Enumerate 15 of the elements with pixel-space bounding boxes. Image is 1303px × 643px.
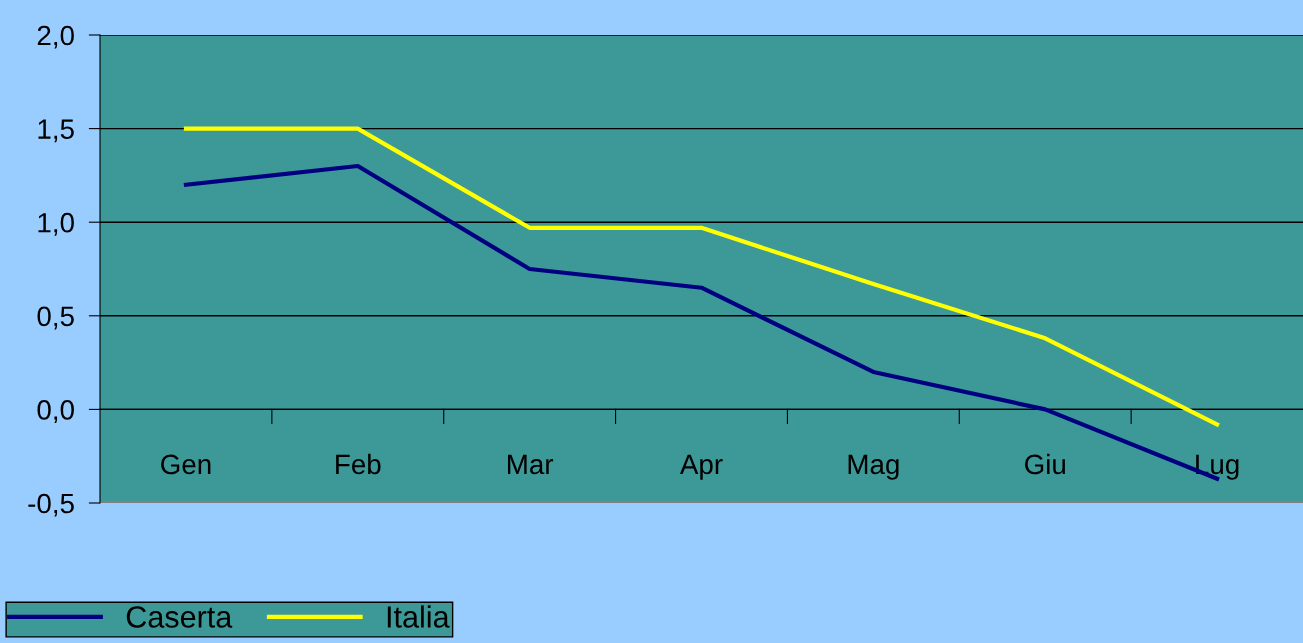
- x-tick-label: Apr: [679, 454, 723, 480]
- x-tick-label: Mar: [508, 454, 554, 475]
- y-tick-label: 2,0: [37, 25, 74, 49]
- y-tick-label: -0,5: [28, 493, 74, 517]
- x-tick-label: Feb: [336, 453, 381, 475]
- x-tick-label: Gen: [161, 454, 211, 475]
- y-tick-label: 0,5: [37, 306, 74, 330]
- x-tick-label: Mag: [848, 454, 899, 480]
- y-tick-label: 1,5: [38, 119, 74, 143]
- legend-label: Italia: [387, 605, 450, 628]
- line-series: [183, 126, 1220, 427]
- legend-label: Caserta: [126, 606, 233, 628]
- y-tick-label: 0,0: [37, 400, 74, 424]
- y-tick-label: 1,0: [38, 212, 74, 236]
- x-tick-label: Giu: [1025, 453, 1065, 475]
